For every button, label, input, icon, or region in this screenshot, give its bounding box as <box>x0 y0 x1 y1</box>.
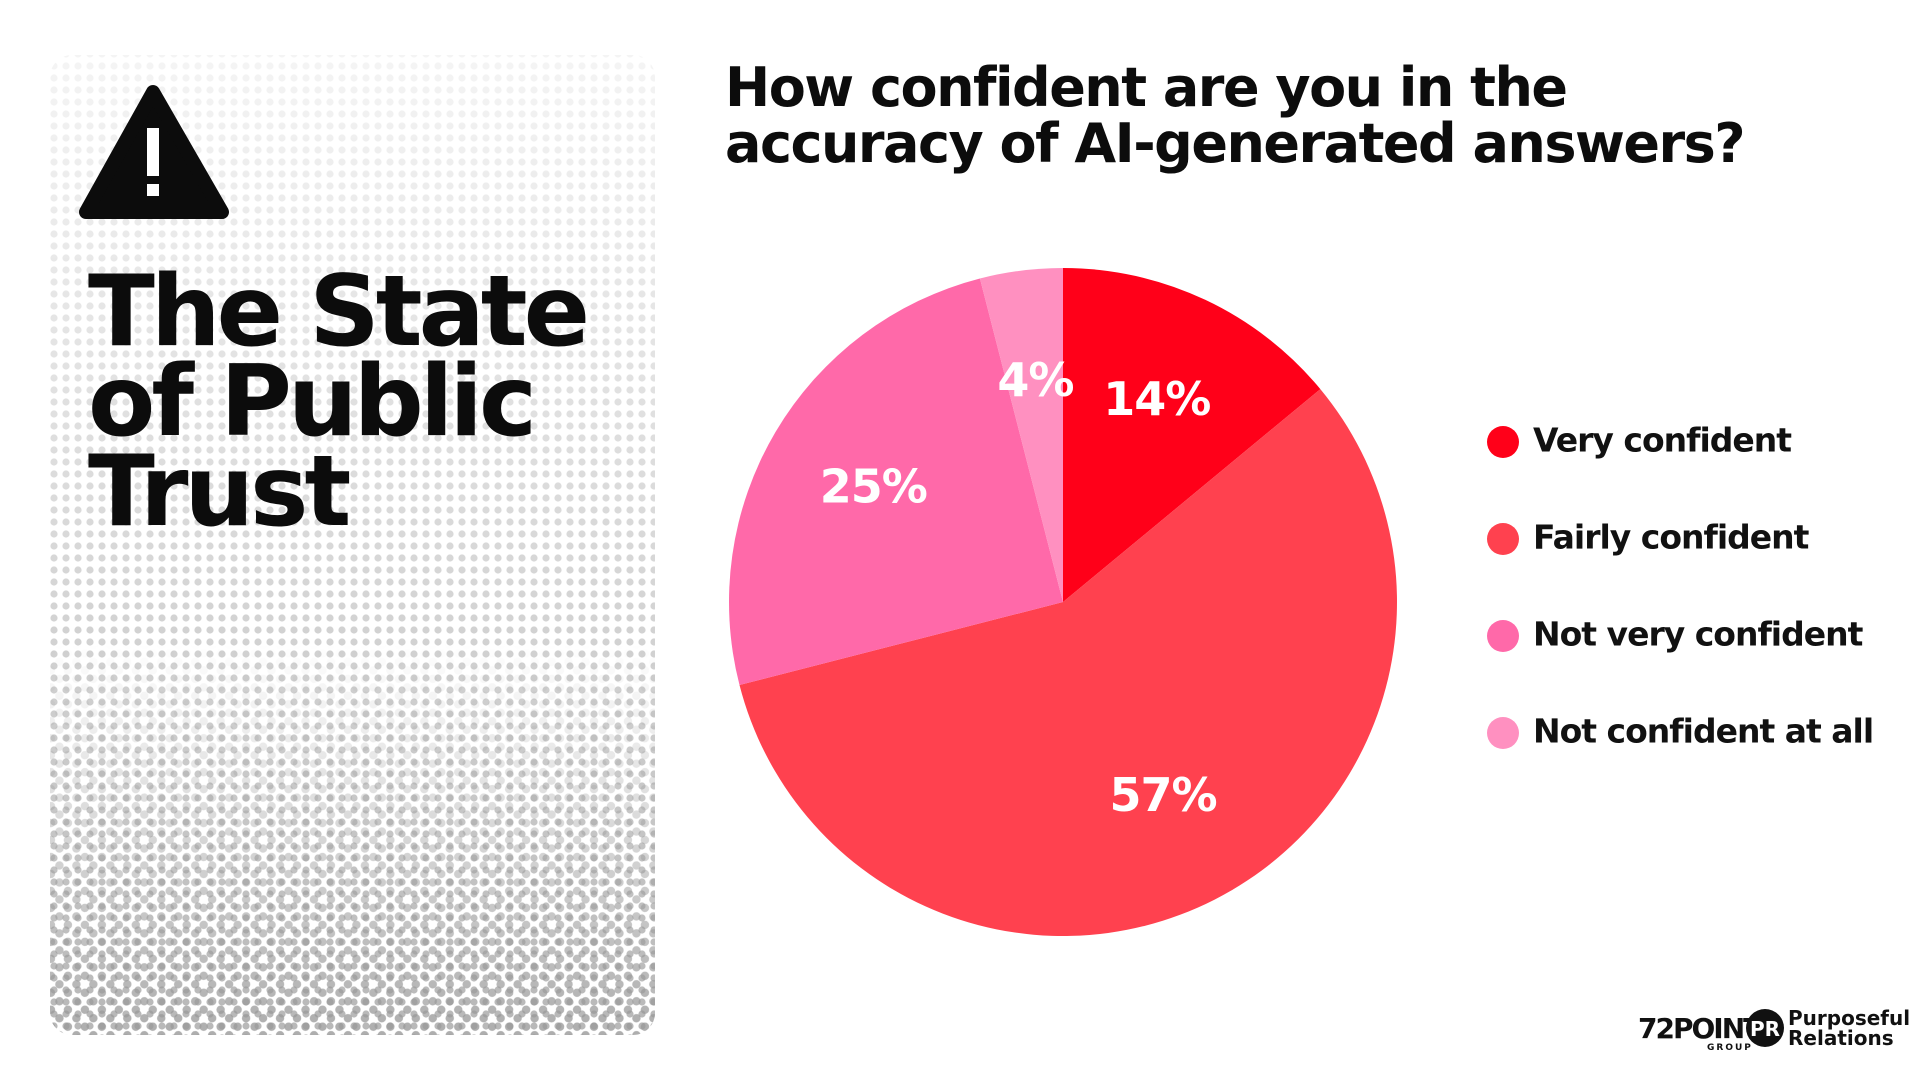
legend-label: Not confident at all <box>1533 712 1873 751</box>
legend-swatch <box>1487 717 1519 749</box>
slice-label: 14% <box>1103 372 1210 426</box>
slice-label: 25% <box>820 459 927 513</box>
legend-swatch <box>1487 426 1519 458</box>
legend-swatch <box>1487 523 1519 555</box>
panel-title: Trust <box>88 435 350 549</box>
halftone-panel <box>50 55 655 1035</box>
pie: 14% 57% 25% 4% <box>729 268 1398 937</box>
logos: 72POINT GROUP PR Purposeful Relations <box>1638 1006 1910 1053</box>
slice-label: 4% <box>997 353 1073 407</box>
legend-label: Very confident <box>1533 421 1792 460</box>
logo-text: 72POINT <box>1638 1012 1762 1045</box>
pie-slice <box>729 278 1063 686</box>
panel-title: The State <box>88 255 586 369</box>
legend-label: Not very confident <box>1533 615 1864 654</box>
legend-swatch <box>1487 620 1519 652</box>
logo-text: Purposeful <box>1788 1006 1910 1030</box>
logo-text: Relations <box>1788 1026 1894 1050</box>
chart-title: How confident are you in the accuracy of… <box>725 60 1746 175</box>
slice-label: 57% <box>1110 768 1217 822</box>
panel-title: of Public <box>88 345 533 459</box>
legend: Very confident Fairly confident Not very c… <box>1487 421 1874 751</box>
legend-label: Fairly confident <box>1533 518 1810 557</box>
logo-text: GROUP <box>1707 1043 1753 1053</box>
title-box: How confident are you in the accuracy of… <box>725 60 1746 175</box>
logo-mark <box>1746 1009 1784 1047</box>
pie-slice <box>979 268 1063 602</box>
logo-text: PR <box>1750 1017 1780 1041</box>
pie-slice <box>739 389 1398 937</box>
warning-icon <box>79 85 229 219</box>
pie-slice <box>1063 268 1321 602</box>
